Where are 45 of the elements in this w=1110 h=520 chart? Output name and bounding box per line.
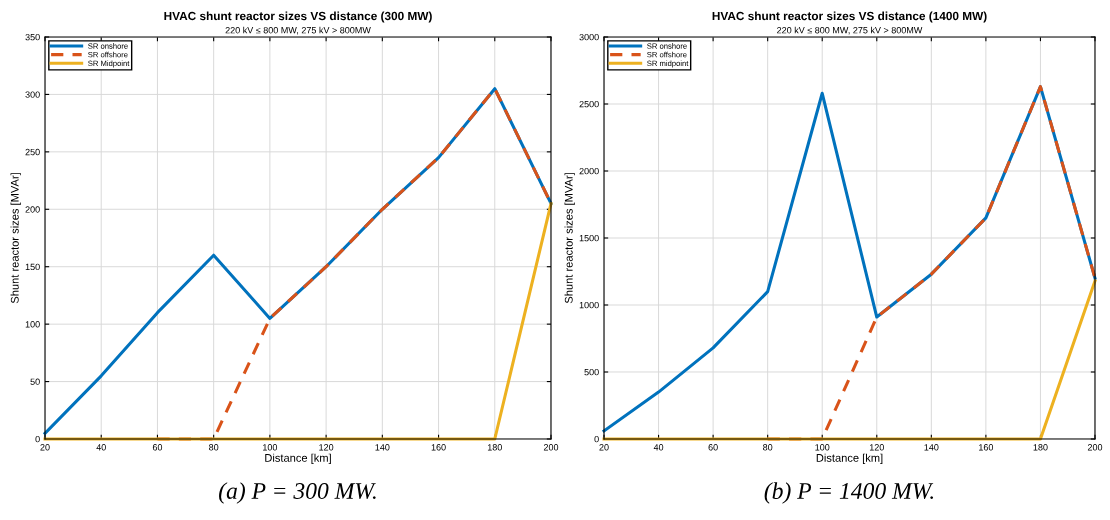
x-tick-label: 100 bbox=[815, 444, 830, 451]
x-axis-title: Distance [km] bbox=[265, 453, 331, 465]
x-tick-label: 160 bbox=[979, 444, 994, 451]
y-tick-label: 0 bbox=[35, 435, 40, 443]
y-tick-label: 0 bbox=[594, 435, 599, 443]
y-axis-title: Shunt reactor sizes [MVAr] bbox=[10, 173, 21, 304]
x-tick-label: 200 bbox=[1087, 444, 1103, 451]
y-tick-label: 100 bbox=[25, 321, 40, 328]
text: (a) P = 300 MW. bbox=[219, 482, 376, 504]
x-tick-label: 140 bbox=[375, 444, 390, 451]
x-tick-label: 80 bbox=[209, 444, 219, 451]
y-tick-label: 2500 bbox=[579, 100, 599, 108]
x-tick-label: 180 bbox=[487, 444, 502, 451]
y-tick-label: 250 bbox=[25, 148, 40, 156]
x-axis-title: Distance [km] bbox=[816, 453, 883, 465]
text: (b) P = 1400 MW. bbox=[764, 482, 934, 504]
y-tick-label: 350 bbox=[25, 33, 40, 41]
y-axis-title: Shunt reactor sizes [MVAr] bbox=[564, 173, 575, 304]
chart-title: HVAC shunt reactor sizes VS distance (300 MW) bbox=[164, 11, 432, 23]
y-tick-label: 300 bbox=[25, 91, 40, 98]
chart-subtitle: 220 kV ≤ 800 MW, 275 kV > 800MW bbox=[777, 26, 923, 35]
x-tick-label: 60 bbox=[708, 444, 718, 451]
x-tick-label: 120 bbox=[319, 444, 334, 451]
x-tick-label: 100 bbox=[263, 444, 278, 451]
y-tick-label: 2000 bbox=[579, 167, 599, 175]
x-tick-label: 60 bbox=[152, 444, 163, 451]
x-tick-label: 120 bbox=[869, 444, 884, 451]
x-tick-label: 80 bbox=[763, 444, 773, 451]
x-tick-label: 200 bbox=[543, 444, 559, 451]
y-tick-label: 500 bbox=[584, 368, 599, 376]
x-tick-label: 140 bbox=[924, 444, 939, 451]
y-tick-label: 3000 bbox=[579, 33, 599, 41]
x-tick-label: 40 bbox=[96, 444, 106, 451]
y-tick-label: 150 bbox=[25, 263, 40, 271]
x-tick-label: 40 bbox=[653, 444, 664, 451]
x-tick-label: 20 bbox=[40, 444, 50, 451]
chart-subtitle: 220 kV ≤ 800 MW, 275 kV > 800MW bbox=[225, 26, 371, 35]
y-tick-label: 1000 bbox=[579, 301, 599, 309]
x-tick-label: 180 bbox=[1033, 444, 1048, 451]
chart-title: HVAC shunt reactor sizes VS distance (1400 MW) bbox=[712, 11, 987, 23]
y-tick-label: 1500 bbox=[579, 234, 599, 242]
x-tick-label: 160 bbox=[431, 444, 446, 451]
y-tick-label: 200 bbox=[25, 206, 40, 213]
x-tick-label: 20 bbox=[599, 444, 609, 451]
y-tick-label: 50 bbox=[30, 378, 40, 385]
